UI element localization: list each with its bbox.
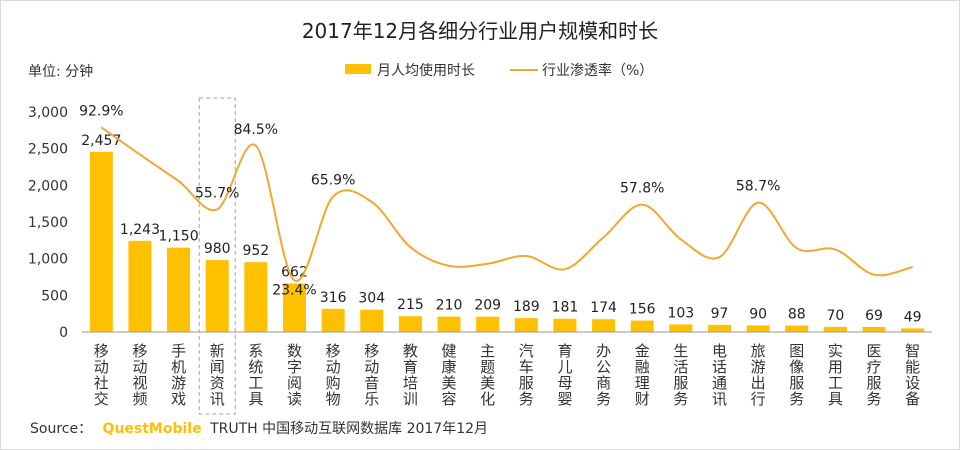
x-axis-labels: 移动社交 移动视频 手机游戏 新闻资讯 系统工具 数字阅读 移动购物 移动音乐 教育培训 健康美容… [94,342,920,408]
bar-value-label: 90 [749,306,767,322]
bar-6 [283,283,306,332]
bar-value-label: 1,150 [159,229,199,245]
y-axis-unit-label: 单位: 分钟 [28,63,93,80]
bar-8 [360,309,384,332]
bar-11 [476,316,500,332]
x-tick-label: 汽车服务 [519,342,534,408]
bar-17 [708,324,731,332]
bar-16 [669,324,693,332]
y-tick-label: 1,500 [28,215,68,231]
bar-value-label: 70 [826,308,844,324]
bar-value-label: 210 [436,298,463,314]
chart-title: 2017年12月各细分行业用户规模和时长 [302,19,658,43]
bar-value-label: 49 [904,309,922,325]
bar-21 [862,326,886,332]
x-tick-label: 健康美容 [442,342,457,408]
y-tick-label: 2,500 [28,142,68,158]
bar-value-label: 980 [204,241,231,257]
bar-value-label: 189 [513,299,540,315]
bar-value-label: 215 [397,297,424,313]
bar-20 [823,326,847,332]
legend-line-label: 行业渗透率（%） [542,62,653,79]
bar-value-label: 156 [629,302,656,318]
x-tick-label: 育儿母婴 [557,342,572,408]
x-tick-label: 办公商务 [596,342,611,408]
bar-1 [89,151,113,332]
y-tick-label: 3,000 [28,105,68,121]
x-tick-label: 旅游出行 [751,342,766,408]
y-tick-label: 1,000 [28,252,68,268]
bar-value-label: 103 [667,305,694,321]
bar-value-label: 952 [242,243,269,259]
bar-2 [128,240,152,332]
bar-value-label: 88 [788,307,806,323]
bar-9 [398,316,422,332]
x-tick-label: 主题美化 [480,342,495,408]
penetration-label: 23.4% [272,282,316,298]
bar-19 [785,325,809,332]
penetration-label: 84.5% [234,122,278,138]
source-prefix: Source： [30,421,92,437]
source-brand: QuestMobile [103,421,202,437]
source-note: Source： QuestMobile TRUTH 中国移动互联网数据库 201… [30,421,488,437]
bar-12 [514,318,538,332]
x-tick-label: 数字阅读 [287,342,302,408]
highlight-box-group [198,97,236,415]
y-axis: 0 500 1,000 1,500 2,000 2,500 3,000 [28,105,68,341]
x-tick-label: 智能设备 [905,342,920,408]
x-tick-label: 系统工具 [248,342,263,408]
bar-value-label: 174 [590,300,617,316]
bar-value-label: 1,243 [120,222,160,238]
highlight-box [198,97,236,415]
bar-22 [901,328,925,332]
penetration-label: 57.8% [620,181,664,197]
x-tick-label: 移动音乐 [364,342,379,408]
x-tick-label: 医疗服务 [867,342,882,408]
x-tick-label: 金融理财 [635,342,650,408]
x-tick-label: 手机游戏 [171,342,186,408]
bar-value-label: 181 [552,300,579,316]
bar-15 [630,320,654,332]
bar-4 [205,260,229,332]
penetration-line-series [100,126,913,282]
x-tick-label: 新闻资讯 [210,342,225,408]
bar-series [89,151,925,332]
bar-3 [167,247,191,332]
legend-bar-swatch [345,64,371,74]
source-suffix: TRUTH 中国移动互联网数据库 2017年12月 [209,421,488,437]
x-tick-label: 移动购物 [326,342,341,408]
bar-value-label: 2,457 [81,133,121,149]
bar-value-label: 97 [711,306,729,322]
penetration-label: 58.7% [736,179,780,195]
svg-text:Source： QuestMobile: Source： QuestMobile TRUTH 中国移动互联网数据库 201… [30,421,488,437]
x-tick-label: 移动视频 [132,342,147,408]
penetration-label: 92.9% [79,103,123,119]
y-tick-label: 0 [59,325,68,341]
bar-14 [592,319,616,332]
bar-13 [553,318,577,332]
x-tick-label: 移动社交 [94,342,109,408]
penetration-labels: 92.9% 55.7% 84.5% 23.4% 65.9% 57.8% 58.7% [79,103,780,298]
bar-value-label: 316 [320,290,347,306]
bar-10 [437,316,461,332]
bar-18 [746,325,770,332]
x-tick-label: 生活服务 [673,342,688,408]
legend-bar-label: 月人均使用时长 [377,62,475,79]
penetration-label: 65.9% [311,172,355,188]
penetration-label: 55.7% [195,185,239,201]
x-tick-label: 实用工具 [828,342,843,408]
bar-value-label: 304 [358,291,385,307]
x-tick-label: 图像服务 [789,342,804,408]
penetration-line [100,126,913,282]
y-tick-label: 2,000 [28,178,68,194]
x-tick-label: 教育培训 [403,342,418,408]
x-tick-label: 电话通讯 [712,342,727,408]
y-tick-label: 500 [41,288,68,304]
legend: 月人均使用时长 行业渗透率（%） [345,62,653,79]
bar-5 [244,262,268,332]
bar-value-label: 209 [474,298,501,314]
bar-value-label: 69 [865,308,883,324]
bar-7 [321,308,345,332]
